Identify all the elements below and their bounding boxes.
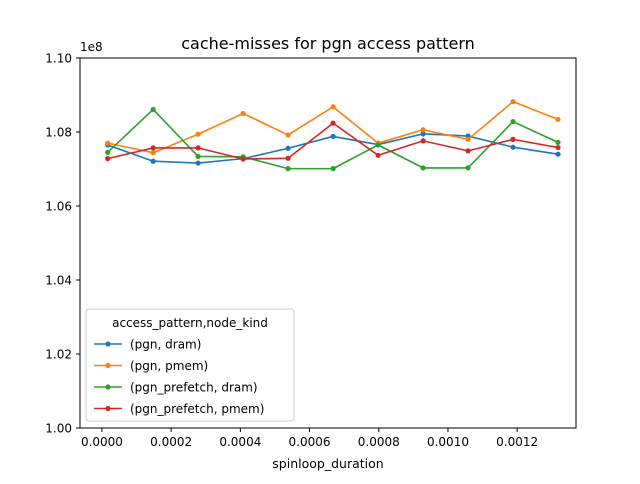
data-point	[420, 127, 426, 133]
x-tick-label: 0.0006	[289, 435, 331, 449]
x-tick-label: 0.0008	[358, 435, 400, 449]
data-point	[555, 151, 561, 157]
legend-box	[85, 308, 295, 422]
data-point	[330, 104, 336, 110]
y-tick-label: 1.02	[45, 348, 72, 362]
data-point	[195, 131, 201, 137]
data-point	[150, 106, 156, 113]
chart-title: cache-misses for pgn access pattern	[181, 34, 475, 53]
data-point	[240, 110, 246, 117]
series-layer	[105, 99, 561, 172]
data-point	[195, 160, 201, 166]
data-point	[510, 119, 516, 125]
x-axis: 0.0000 0.0002 0.0004 0.0006 0.0008 0.0010 0.00…	[81, 428, 538, 449]
data-point	[105, 149, 111, 155]
data-point	[195, 145, 201, 151]
legend-swatch-marker	[105, 341, 111, 347]
data-point	[510, 136, 516, 142]
legend-entry-label: (pgn_prefetch, pmem)	[130, 402, 264, 416]
data-point	[420, 138, 426, 144]
data-point	[420, 131, 426, 137]
data-point	[285, 166, 291, 172]
legend: access_pattern,node_kind (pgn, dram) (pgn,…	[85, 308, 295, 422]
y-tick-label: 1.04	[45, 274, 72, 288]
y-tick-label: 1.06	[45, 200, 72, 214]
legend-swatch-marker	[105, 362, 111, 369]
data-point	[330, 120, 336, 126]
data-point	[465, 136, 471, 142]
plot-frame	[79, 57, 577, 429]
data-point	[555, 116, 561, 123]
data-point	[555, 139, 561, 145]
data-point	[510, 144, 516, 150]
data-point	[285, 132, 291, 138]
data-point	[105, 140, 111, 146]
x-tick-label: 0.0010	[427, 435, 469, 449]
legend-entry-label: (pgn, pmem)	[130, 359, 208, 373]
data-point	[330, 133, 336, 140]
x-tick-label: 0.0012	[496, 435, 538, 449]
series-3	[105, 120, 561, 162]
data-point	[150, 158, 156, 164]
data-point	[510, 99, 516, 105]
data-point	[465, 165, 471, 171]
legend-title: access_pattern,node_kind	[112, 316, 268, 330]
legend-swatch-marker	[105, 384, 111, 390]
legend-swatch-marker	[105, 405, 111, 412]
y-tick-label: 1.00	[45, 422, 72, 436]
data-point	[150, 145, 156, 151]
x-tick-label: 0.0002	[150, 435, 192, 449]
y-tick-label: 1.10	[45, 52, 72, 66]
x-axis-label: spinloop_duration	[272, 456, 383, 471]
y-tick-label: 1.08	[45, 126, 72, 140]
data-point	[195, 153, 201, 160]
y-axis-offset-label: 1e8	[80, 40, 103, 54]
y-axis: 1.00 1.02 1.04 1.06 1.08 1.10	[45, 52, 80, 436]
data-point	[465, 148, 471, 154]
data-point	[375, 142, 381, 148]
data-point	[285, 145, 291, 151]
x-tick-label: 0.0000	[81, 435, 123, 449]
data-point	[240, 156, 246, 162]
data-point	[555, 144, 561, 151]
data-point	[285, 155, 291, 161]
legend-entry-label: (pgn_prefetch, dram)	[130, 381, 258, 395]
legend-entry-label: (pgn, dram)	[130, 338, 201, 352]
data-point	[375, 152, 381, 158]
x-tick-label: 0.0004	[219, 435, 261, 449]
data-point	[330, 166, 336, 172]
data-point	[150, 150, 156, 156]
data-point	[105, 156, 111, 162]
data-point	[420, 165, 426, 171]
